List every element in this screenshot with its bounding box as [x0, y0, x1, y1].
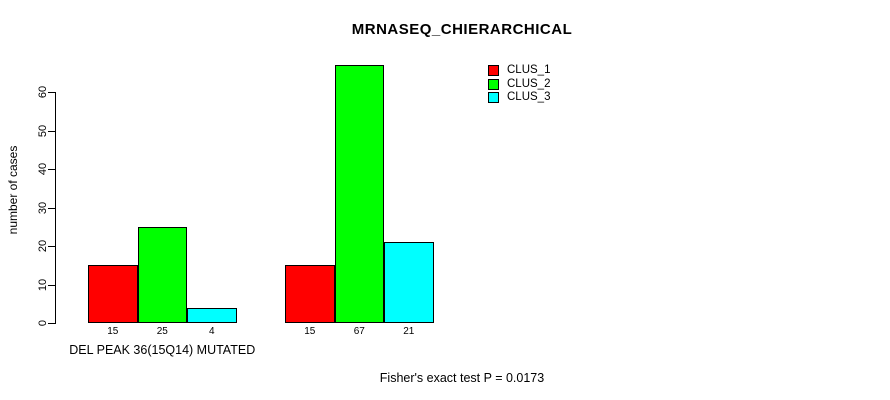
- y-axis-line: [55, 91, 56, 324]
- y-tick: [48, 207, 55, 209]
- bar-value-label: 67: [353, 326, 365, 337]
- y-tick: [48, 323, 55, 324]
- legend-item-label: CLUS_2: [507, 77, 551, 90]
- y-tick: [48, 169, 55, 170]
- y-tick-label: 10: [37, 278, 49, 291]
- bar: [187, 307, 237, 323]
- chart-title: MRNASEQ_CHIERARCHICAL: [351, 21, 573, 38]
- bar-value-label: 25: [156, 326, 168, 337]
- legend-item: CLUS_3: [488, 91, 550, 105]
- legend-swatch: [488, 92, 499, 104]
- legend: CLUS_1 CLUS_2 CLUS_3: [488, 64, 550, 105]
- y-axis-label: number of cases: [6, 145, 20, 235]
- legend-swatch: [488, 65, 499, 77]
- bar: [137, 226, 187, 323]
- bar: [285, 265, 335, 323]
- bar: [88, 265, 138, 323]
- bar: [384, 242, 434, 323]
- y-tick: [48, 130, 55, 132]
- y-tick-label: 50: [37, 124, 49, 137]
- y-tick-label: 60: [37, 85, 49, 99]
- legend-item: CLUS_1: [488, 64, 550, 78]
- legend-item: CLUS_2: [488, 78, 550, 92]
- y-tick: [48, 246, 55, 247]
- y-tick-label: 30: [37, 201, 49, 214]
- y-tick-label: 20: [37, 239, 49, 253]
- bar: [334, 65, 384, 323]
- bar-value-label: 15: [107, 326, 119, 337]
- y-tick-label: 40: [37, 162, 49, 176]
- stat-test-label: Fisher's exact test P = 0.0173: [379, 371, 545, 385]
- y-tick-label: 0: [37, 319, 49, 327]
- y-tick: [48, 284, 55, 286]
- group-label: DEL PEAK 36(15Q14) MUTATED: [69, 343, 256, 357]
- y-tick: [48, 92, 55, 93]
- bar-value-label: 21: [403, 326, 415, 337]
- bar-value-label: 15: [304, 326, 316, 337]
- legend-swatch: [488, 78, 499, 90]
- bar-value-label: 4: [208, 326, 215, 337]
- legend-item-label: CLUS_1: [507, 64, 551, 76]
- legend-item-label: CLUS_3: [507, 91, 551, 103]
